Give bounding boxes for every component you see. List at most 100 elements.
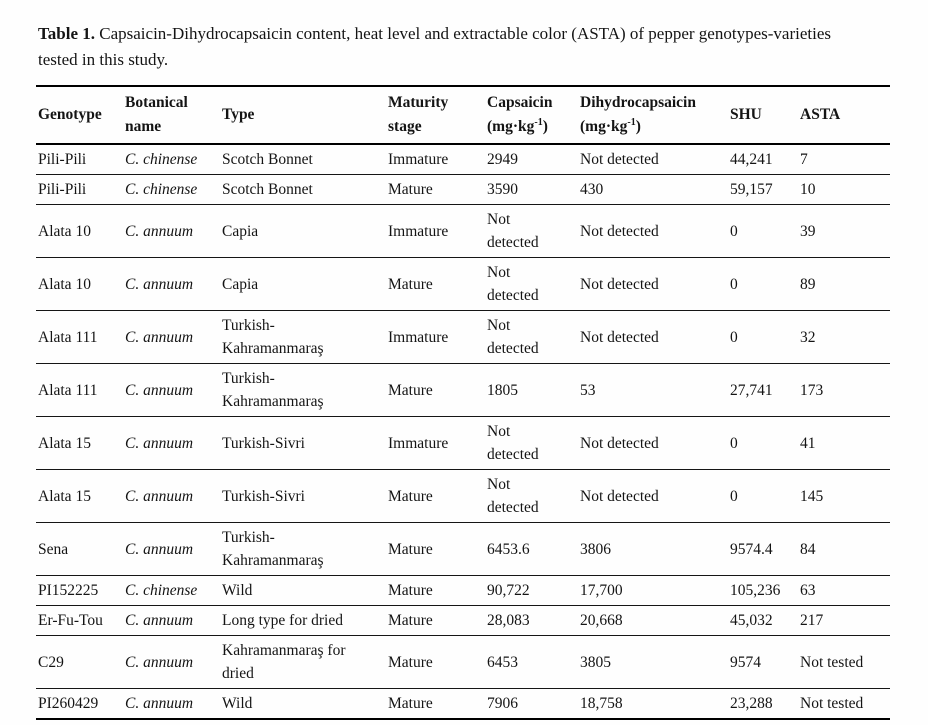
table-row: Alata 111 C. annuum Turkish-Kahramanmaraş I… — [36, 310, 890, 364]
column-header-type: Type — [220, 86, 386, 145]
cell-maturity-stage: Mature — [386, 522, 485, 576]
cell-asta: 217 — [798, 605, 890, 636]
column-header-asta: ASTA — [798, 86, 890, 145]
cell-asta: 10 — [798, 174, 890, 205]
cell-type: Capia — [220, 257, 386, 311]
cell-genotype: Alata 15 — [36, 416, 123, 470]
cell-asta: 89 — [798, 257, 890, 311]
cell-maturity-stage: Immature — [386, 204, 485, 258]
cell-genotype: C29 — [36, 635, 123, 689]
table-header: Genotype Botanical name Type Maturity st… — [36, 86, 890, 145]
cell-shu: 0 — [728, 257, 798, 311]
cell-maturity-stage: Immature — [386, 310, 485, 364]
column-header-unit: (mg·kg-1) — [487, 115, 548, 139]
cell-asta: 173 — [798, 363, 890, 417]
cell-asta: Not tested — [800, 695, 864, 712]
cell-genotype: Alata 10 — [36, 204, 123, 258]
table-row: Alata 10 C. annuum Capia Mature Not detected… — [36, 257, 890, 311]
cell-type: Scotch Bonnet — [220, 144, 386, 175]
cell-capsaicin: Not detected — [485, 310, 578, 364]
table-row: Alata 111 C. annuum Turkish-Kahramanmaraş M… — [36, 363, 890, 417]
cell-asta: 39 — [798, 204, 890, 258]
cell-shu: 0 — [728, 204, 798, 258]
cell-genotype: Alata 15 — [36, 469, 123, 523]
table-row: Er-Fu-Tou C. annuum Long type for dried Mat… — [36, 605, 890, 636]
cell-dihydrocapsaicin: Not detected — [578, 257, 728, 311]
cell-shu: 23,288 — [730, 695, 773, 712]
table-row: Pili-Pili C. chinense Scotch Bonnet Immatur… — [36, 144, 890, 175]
cell-dihydrocapsaicin: Not detected — [578, 310, 728, 364]
cell-genotype: PI152225 — [36, 575, 123, 606]
data-table: Genotype Botanical name Type Maturity st… — [36, 85, 890, 720]
unit-close: ) — [635, 118, 641, 135]
cell-shu: 105,236 — [728, 575, 798, 606]
cell-capsaicin: Not detected — [485, 469, 578, 523]
table-row: C29 C. annuum Kahramanmaraş for dried Matur… — [36, 635, 890, 689]
cell-maturity-stage: Mature — [386, 575, 485, 606]
unit-base: (mg·kg — [487, 118, 535, 135]
table-row: Sena C. annuum Turkish-Kahramanmaraş Mature… — [36, 522, 890, 576]
cell-botanical-name: C. annuum — [123, 204, 220, 258]
column-header-label: Genotype — [38, 106, 102, 123]
cell-shu: 59,157 — [728, 174, 798, 205]
table-caption: Table 1. Capsaicin-Dihydrocapsaicin cont… — [0, 0, 904, 73]
cell-genotype: Er-Fu-Tou — [36, 605, 123, 636]
cell-type: Turkish-Sivri — [220, 469, 386, 523]
cell-capsaicin: 28,083 — [485, 605, 578, 636]
cell-type: Wild — [220, 575, 386, 606]
column-header-dihydrocapsaicin: Dihydrocapsaicin (mg·kg-1) — [578, 86, 728, 145]
unit-superscript: -1 — [627, 116, 636, 128]
cell-botanical-name: C. annuum — [123, 257, 220, 311]
cell-shu: 27,741 — [728, 363, 798, 417]
cell-dihydrocapsaicin: 17,700 — [578, 575, 728, 606]
cell-genotype: Pili-Pili — [36, 144, 123, 175]
cell-type: Turkish-Kahramanmaraş — [220, 310, 386, 364]
cell-botanical-name: C. chinense — [123, 575, 220, 606]
cell-botanical-name: C. chinense — [123, 144, 220, 175]
cell-capsaicin: 2949 — [485, 144, 578, 175]
cell-shu: 44,241 — [728, 144, 798, 175]
cell-type: Capia — [220, 204, 386, 258]
cell-shu: 9574.4 — [728, 522, 798, 576]
column-header-label: SHU — [730, 106, 762, 123]
column-header-botanical-name: Botanical name — [123, 86, 220, 145]
table-row: Alata 15 C. annuum Turkish-Sivri Mature Not … — [36, 469, 890, 523]
cell-maturity-stage: Mature — [386, 605, 485, 636]
cell-dihydrocapsaicin: 20,668 — [578, 605, 728, 636]
cell-botanical-name: C. annuum — [123, 310, 220, 364]
cell-dihydrocapsaicin: 430 — [578, 174, 728, 205]
cell-genotype: Pili-Pili — [36, 174, 123, 205]
unit-superscript: -1 — [534, 116, 543, 128]
cell-type: Turkish-Kahramanmaraş — [220, 522, 386, 576]
column-header-capsaicin: Capsaicin (mg·kg-1) — [485, 86, 578, 145]
cell-asta: 32 — [798, 310, 890, 364]
cell-botanical-name: C. chinense — [123, 174, 220, 205]
cell-maturity-stage: Immature — [386, 144, 485, 175]
column-header-label: Botanical name — [125, 94, 188, 135]
cell-capsaicin: Not detected — [485, 257, 578, 311]
column-header-label: ASTA — [800, 106, 841, 123]
cell-maturity-stage: Mature — [386, 635, 485, 689]
cell-type: Wild — [222, 695, 253, 712]
cell-type: Turkish-Kahramanmaraş — [220, 363, 386, 417]
cell-genotype: Sena — [36, 522, 123, 576]
cell-capsaicin: 1805 — [485, 363, 578, 417]
cell-shu: 0 — [728, 469, 798, 523]
cell-botanical-name: C. annuum — [123, 522, 220, 576]
table-body: Pili-Pili C. chinense Scotch Bonnet Immatur… — [36, 144, 890, 719]
cell-type: Kahramanmaraş for dried — [220, 635, 386, 689]
column-header-maturity-stage: Maturity stage — [386, 86, 485, 145]
cell-maturity-stage: Mature — [386, 363, 485, 417]
cell-shu: 45,032 — [728, 605, 798, 636]
cell-botanical-name: C. annuum — [125, 695, 194, 712]
cell-dihydrocapsaicin: 18,758 — [580, 695, 623, 712]
cell-dihydrocapsaicin: Not detected — [578, 144, 728, 175]
cell-maturity-stage: Mature — [386, 174, 485, 205]
cell-maturity-stage: Immature — [386, 416, 485, 470]
column-header-label: Maturity stage — [388, 94, 449, 135]
column-header-label: Type — [222, 106, 255, 123]
cell-maturity-stage: Mature — [386, 469, 485, 523]
cell-botanical-name: C. annuum — [123, 363, 220, 417]
cell-dihydrocapsaicin: Not detected — [578, 204, 728, 258]
cell-asta: 63 — [798, 575, 890, 606]
